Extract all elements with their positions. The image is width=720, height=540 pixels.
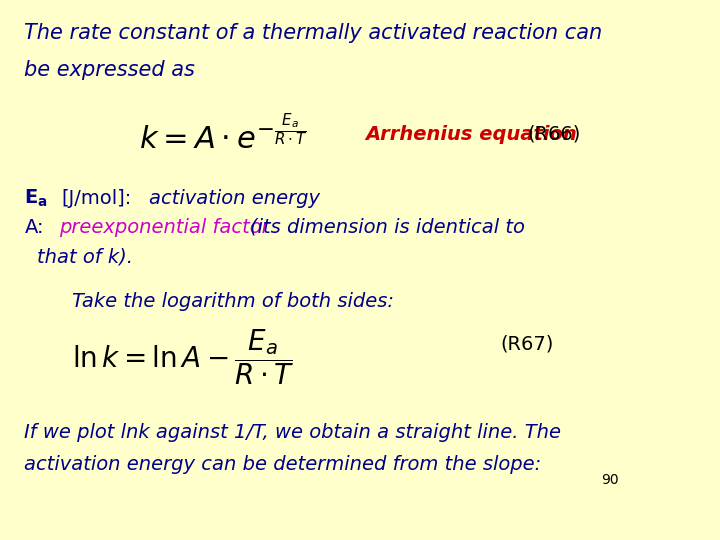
Text: activation energy can be determined from the slope:: activation energy can be determined from… <box>24 455 541 474</box>
Text: preexponential factor: preexponential factor <box>60 218 270 237</box>
Text: $\ln k = \ln A - \dfrac{E_a}{R \cdot T}$: $\ln k = \ln A - \dfrac{E_a}{R \cdot T}$ <box>71 328 294 388</box>
Text: $k = A \cdot e^{-\frac{E_a}{R \cdot T}}$: $k = A \cdot e^{-\frac{E_a}{R \cdot T}}$ <box>139 114 307 155</box>
Text: (R66): (R66) <box>527 125 580 144</box>
Text: activation energy: activation energy <box>149 188 320 208</box>
Text: The rate constant of a thermally activated reaction can: The rate constant of a thermally activat… <box>24 23 603 43</box>
Text: $\mathbf{E_a}$: $\mathbf{E_a}$ <box>24 187 48 209</box>
Text: Take the logarithm of both sides:: Take the logarithm of both sides: <box>71 292 394 312</box>
Text: If we plot lnk against 1/T, we obtain a straight line. The: If we plot lnk against 1/T, we obtain a … <box>24 423 562 442</box>
Text: be expressed as: be expressed as <box>24 60 195 80</box>
Text: (its dimension is identical to: (its dimension is identical to <box>251 218 526 237</box>
Text: 90: 90 <box>601 473 619 487</box>
Text: Arrhenius equation: Arrhenius equation <box>365 125 577 144</box>
Text: that of k).: that of k). <box>37 247 132 266</box>
Text: A:: A: <box>24 218 44 237</box>
Text: (R67): (R67) <box>500 335 554 354</box>
Text: [J/mol]:: [J/mol]: <box>61 188 132 208</box>
